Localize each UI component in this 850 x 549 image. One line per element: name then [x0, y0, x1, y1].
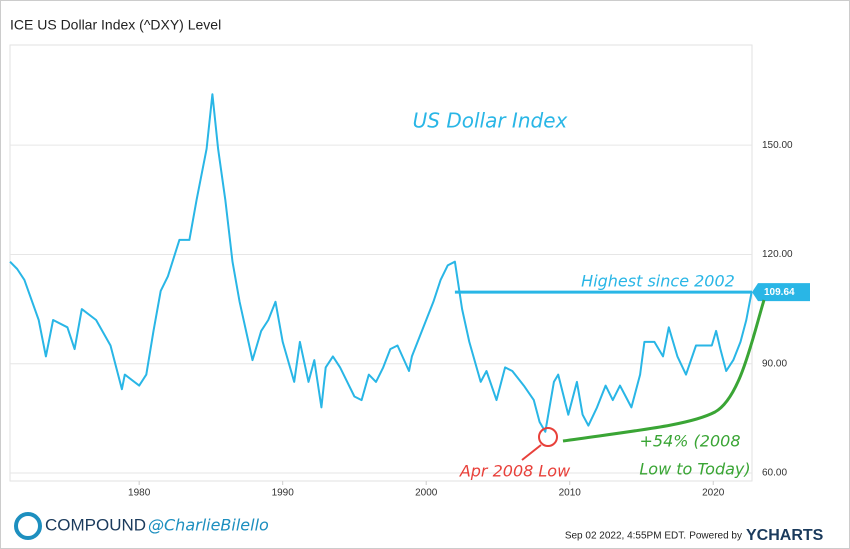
low-marker	[538, 427, 558, 447]
annotation-heading: US Dollar Index	[413, 109, 568, 133]
y-tick-label: 90.00	[762, 358, 787, 369]
brand: COMPOUND	[45, 515, 146, 534]
trend-arrow	[562, 299, 766, 443]
y-tick-label: 150.00	[762, 140, 793, 151]
x-tick-label: 1990	[272, 488, 295, 499]
annotation-low: Apr 2008 Low	[459, 462, 571, 481]
annotation-gain: Low to Today)	[639, 460, 750, 479]
value-label: 109.64	[764, 287, 795, 298]
brand-logo	[14, 512, 42, 540]
y-tick-label: 60.00	[762, 468, 787, 479]
chart-title: ICE US Dollar Index (^DXY) Level	[10, 17, 221, 33]
handle: @CharlieBilello	[148, 516, 269, 535]
powered-by: Powered by	[689, 531, 742, 542]
x-tick-label: 2010	[559, 488, 582, 499]
provider: YCHARTS	[746, 527, 824, 544]
low-pointer	[521, 444, 542, 461]
value-badge	[752, 283, 810, 302]
annotation-gain: +54% (2008	[639, 432, 740, 451]
y-tick-label: 120.00	[762, 249, 793, 260]
annotation-high: Highest since 2002	[581, 272, 735, 291]
x-tick-label: 2000	[415, 488, 438, 499]
timestamp: Sep 02 2022, 4:55PM EDT.	[565, 531, 686, 542]
data-line	[9, 93, 753, 433]
x-tick-label: 2020	[702, 488, 725, 499]
x-tick-label: 1980	[128, 488, 151, 499]
